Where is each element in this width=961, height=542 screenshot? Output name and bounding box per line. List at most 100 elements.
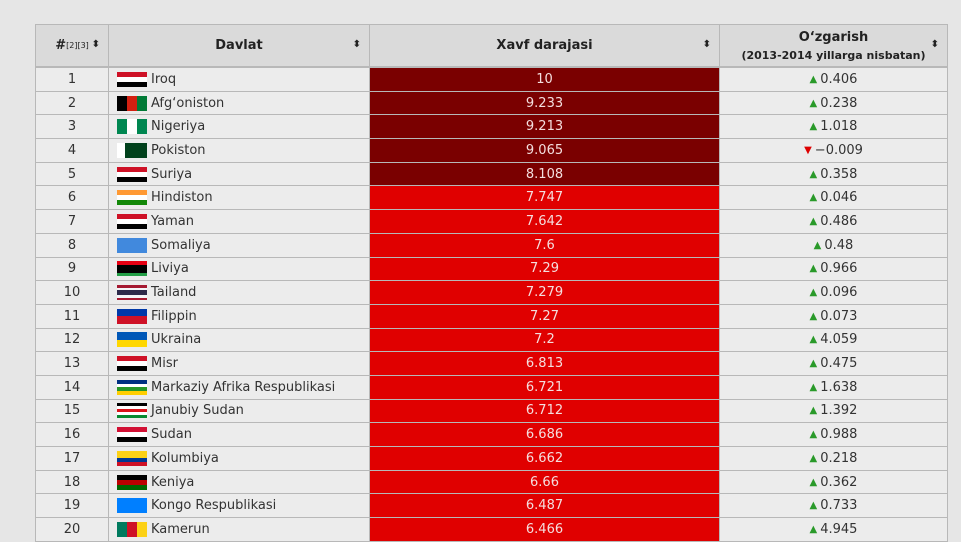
table-row: 3 Nigeriya 9.213 ▲ 1.018	[35, 114, 948, 140]
country-link[interactable]: Liviya	[151, 261, 189, 277]
trend-arrow: ▲	[809, 405, 818, 417]
header-cell[interactable]: Xavf darajasi	[369, 24, 720, 67]
table-row: 5 Suriya 8.108 ▲ 0.358	[35, 161, 948, 187]
change-cell: ▲ 0.096	[719, 280, 948, 305]
trend-arrow: ▲	[809, 97, 818, 109]
trend-arrow: ▲	[809, 168, 818, 180]
change-cell: ▲ 0.733	[719, 493, 948, 519]
change-cell: ▲ 1.018	[719, 114, 948, 140]
rank: 10	[63, 285, 81, 301]
flag-stripe	[117, 462, 147, 466]
reference[interactable]: [2][3]	[66, 41, 89, 50]
rank-cell: 4	[35, 138, 109, 163]
country-link[interactable]: Tailand	[151, 285, 197, 301]
flag-stripe	[117, 484, 147, 490]
flag-stripe	[117, 292, 147, 296]
rank-cell: 12	[35, 327, 109, 353]
country-link[interactable]: Suriya	[151, 166, 193, 182]
change: −0.009	[814, 142, 863, 158]
header-cell[interactable]: O‘zgarish (2013-2014 yillarga nisbatan)	[719, 24, 948, 67]
flag-icon	[117, 261, 147, 277]
score-cell: 6.686	[369, 422, 720, 447]
country-link[interactable]: Yaman	[151, 213, 194, 229]
flag-stripe	[117, 366, 147, 372]
change: 1.638	[820, 379, 858, 395]
table-row: 16 Sudan 6.686 ▲ 0.988	[35, 422, 948, 447]
country-link[interactable]: Afg‘oniston	[151, 95, 225, 111]
table-row: 9 Liviya 7.29 ▲ 0.966	[35, 256, 948, 282]
flag-stripe	[117, 454, 147, 459]
flag-stripe	[137, 119, 147, 135]
country-cell: Janubiy Sudan	[108, 398, 370, 424]
change: 1.018	[820, 119, 858, 135]
header-cell[interactable]: Davlat	[108, 24, 370, 67]
score-cell: 9.065	[369, 138, 720, 163]
flag-stripe	[139, 142, 147, 158]
rank: 19	[63, 498, 81, 514]
flag-stripe	[117, 474, 147, 480]
country-link[interactable]: Janubiy Sudan	[151, 403, 244, 419]
flag-stripe	[117, 76, 147, 82]
country-link[interactable]: Markaziy Afrika Respublikasi	[151, 379, 336, 395]
rank-cell: 7	[35, 209, 109, 234]
country-link[interactable]: Iroq	[151, 71, 177, 87]
rank-cell: 10	[35, 280, 109, 305]
score: 9.065	[525, 142, 564, 158]
flag-stripe	[117, 287, 147, 291]
score: 10	[536, 71, 553, 87]
country-link[interactable]: Kongo Respublikasi	[151, 498, 277, 514]
country-cell: Filippin	[108, 303, 370, 329]
country-link[interactable]: Keniya	[151, 474, 195, 490]
trend-arrow: ▲	[809, 358, 818, 370]
change: 1.392	[820, 403, 858, 419]
score: 6.712	[525, 403, 564, 419]
change-cell: ▲ 0.988	[719, 422, 948, 447]
table-row: 15 Janubiy Sudan 6.712 ▲ 1.392	[35, 398, 948, 424]
flag-stripe	[117, 171, 147, 177]
score-cell: 7.6	[369, 232, 720, 258]
country-link[interactable]: Sudan	[151, 427, 192, 443]
country-link[interactable]: Kamerun	[151, 521, 210, 537]
rank: 1	[67, 71, 77, 87]
change: 0.48	[824, 237, 854, 253]
flag-stripe	[117, 308, 147, 317]
country-link[interactable]: Somaliya	[151, 237, 211, 253]
change: 0.096	[820, 285, 858, 301]
change: 4.059	[820, 332, 858, 348]
flag-stripe	[117, 218, 147, 224]
score-cell: 6.662	[369, 446, 720, 471]
flag-icon	[117, 285, 147, 301]
rank: 11	[63, 308, 81, 324]
country-link[interactable]: Misr	[151, 356, 178, 372]
table-row: 11 Filippin 7.27 ▲ 0.073	[35, 303, 948, 329]
score-cell: 7.747	[369, 185, 720, 211]
header-cell[interactable]: # [2][3]	[35, 24, 109, 67]
header-text: Davlat	[215, 38, 263, 53]
rank-cell: 8	[35, 232, 109, 258]
change-cell: ▲ 4.059	[719, 327, 948, 353]
score: 7.747	[525, 190, 564, 206]
flag-stripe	[117, 295, 147, 298]
change-cell: ▲ 0.358	[719, 161, 948, 187]
score-cell: 10	[369, 67, 720, 92]
header-text: O‘zgarish	[798, 29, 869, 45]
rank: 15	[63, 403, 81, 419]
score: 7.27	[530, 308, 559, 324]
change: 0.238	[820, 95, 858, 111]
flag-stripe	[117, 406, 147, 410]
country-link[interactable]: Pokiston	[151, 142, 206, 158]
table-row: 12 Ukraina 7.2 ▲ 4.059	[35, 327, 948, 353]
rank: 12	[63, 332, 81, 348]
trend-arrow: ▲	[809, 334, 818, 346]
country-link[interactable]: Ukraina	[151, 332, 202, 348]
flag-stripe	[127, 95, 137, 111]
flag-stripe	[117, 81, 147, 87]
flag-stripe	[117, 297, 147, 301]
country-link[interactable]: Kolumbiya	[151, 450, 219, 466]
rank: 17	[63, 450, 81, 466]
score-cell: 6.66	[369, 469, 720, 495]
score: 7.279	[525, 285, 564, 301]
country-link[interactable]: Filippin	[151, 308, 197, 324]
country-link[interactable]: Nigeriya	[151, 119, 206, 135]
country-link[interactable]: Hindiston	[151, 190, 213, 206]
